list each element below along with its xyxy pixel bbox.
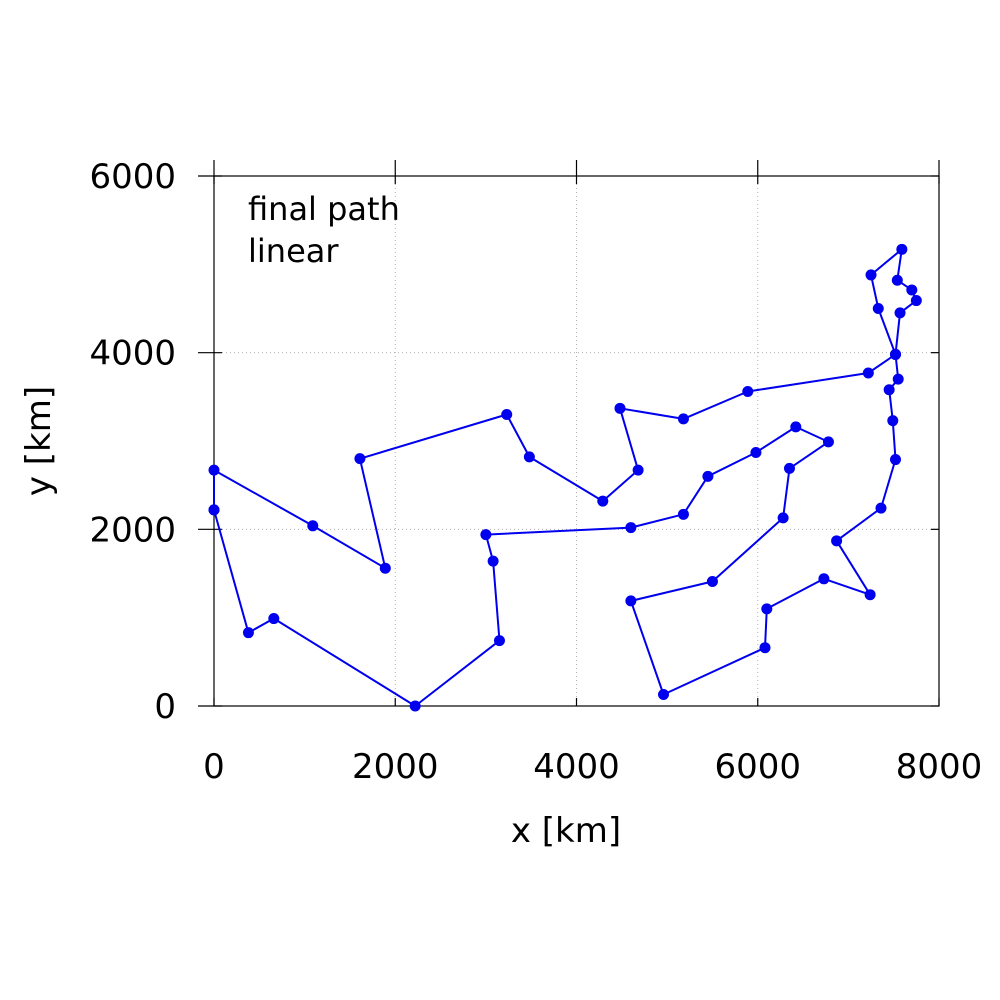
path-point	[777, 512, 789, 524]
x-tick-label: 6000	[714, 747, 801, 787]
axis-ticks	[198, 160, 940, 707]
path-point	[487, 555, 499, 567]
grid-lines	[214, 176, 939, 706]
annotation-linear: linear	[248, 232, 339, 270]
x-tick-labels: 0 2000 4000 6000 8000	[203, 747, 982, 787]
path-point	[872, 303, 884, 314]
path-point	[706, 575, 718, 587]
path-point	[658, 689, 669, 701]
path-point	[896, 243, 908, 255]
x-tick-label: 0	[203, 747, 225, 787]
x-tick-label: 2000	[352, 747, 439, 787]
path-point	[480, 529, 492, 541]
y-tick-label: 2000	[89, 510, 176, 550]
path-point	[379, 562, 391, 574]
path-point	[307, 520, 319, 532]
path-point	[597, 495, 609, 507]
y-tick-labels: 0 2000 4000 6000	[89, 157, 176, 727]
path-point	[906, 284, 918, 296]
y-tick-label: 4000	[89, 334, 176, 374]
x-tick-label: 4000	[533, 747, 620, 787]
path-point	[632, 464, 644, 476]
path-point	[702, 470, 714, 482]
path-point	[409, 700, 421, 712]
x-axis-label: x [km]	[511, 811, 621, 851]
path-point	[790, 421, 802, 433]
series-markers	[208, 243, 922, 712]
path-point	[890, 454, 901, 466]
path-point	[822, 436, 834, 448]
path-point	[862, 367, 874, 379]
path-point	[892, 373, 904, 385]
path-point	[864, 589, 876, 601]
path-point	[523, 451, 535, 463]
x-tick-label: 8000	[896, 747, 983, 787]
path-point	[865, 269, 877, 281]
path-point	[242, 627, 254, 639]
path-point	[894, 307, 906, 319]
path-point	[818, 573, 830, 585]
path-point	[677, 413, 689, 425]
path-point	[501, 409, 513, 420]
path-point	[883, 384, 895, 396]
path-point	[677, 508, 689, 520]
path-point	[208, 464, 220, 476]
path-point	[910, 295, 922, 307]
path-point	[614, 402, 626, 414]
path-line	[213, 248, 918, 707]
path-point	[354, 453, 366, 465]
annotation-final-path: final path	[248, 190, 400, 228]
y-axis-label: y [km]	[19, 386, 59, 496]
path-point	[831, 535, 843, 547]
path-point	[268, 613, 280, 625]
path-point	[493, 635, 505, 647]
series-path	[213, 248, 918, 707]
path-point	[875, 502, 887, 514]
path-point	[761, 603, 773, 615]
path-point	[783, 462, 795, 474]
path-point	[887, 415, 899, 427]
path-point	[625, 595, 637, 607]
path-point	[742, 386, 754, 398]
path-point	[890, 348, 901, 360]
y-tick-label: 6000	[89, 157, 176, 197]
path-point	[750, 446, 762, 458]
path-point	[208, 504, 220, 516]
y-tick-label: 0	[154, 687, 176, 727]
path-point	[625, 522, 637, 534]
path-point	[759, 642, 771, 654]
path-point	[891, 274, 903, 286]
